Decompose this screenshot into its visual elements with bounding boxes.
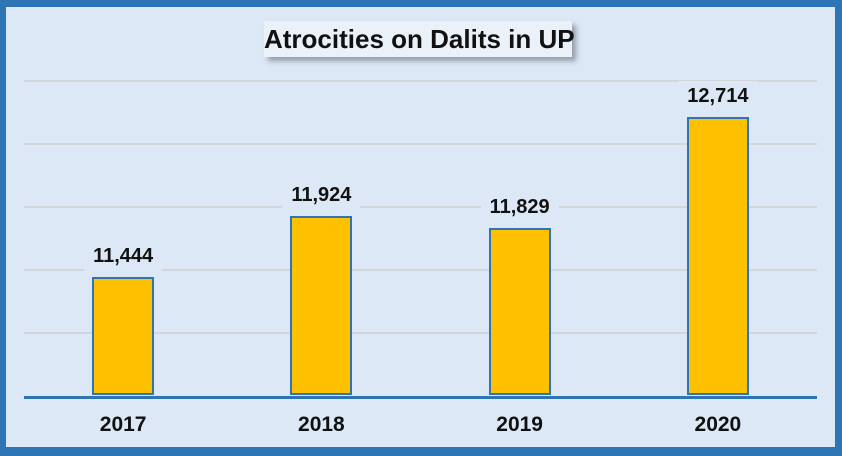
x-tick-label: 2018 — [298, 413, 345, 436]
gridline — [24, 205, 817, 208]
gridline — [24, 142, 817, 145]
bar — [92, 276, 155, 396]
x-tick-label: 2019 — [496, 413, 543, 436]
bar — [488, 228, 551, 396]
x-tick-label: 2020 — [694, 413, 742, 436]
gridline — [24, 268, 817, 271]
bar-value-label: 11,924 — [282, 180, 361, 212]
gridline — [24, 331, 817, 334]
bar-value-label: 12,714 — [678, 80, 758, 112]
bar-value-label: 11,829 — [480, 192, 559, 224]
x-tick-label: 2017 — [99, 413, 147, 436]
bar — [686, 116, 749, 396]
gridline — [24, 80, 817, 82]
x-axis-line — [24, 395, 817, 399]
bar-value-label: 11,444 — [84, 240, 163, 272]
bar — [290, 216, 353, 396]
chart-title: Atrocities on Dalits in UP — [264, 21, 575, 57]
